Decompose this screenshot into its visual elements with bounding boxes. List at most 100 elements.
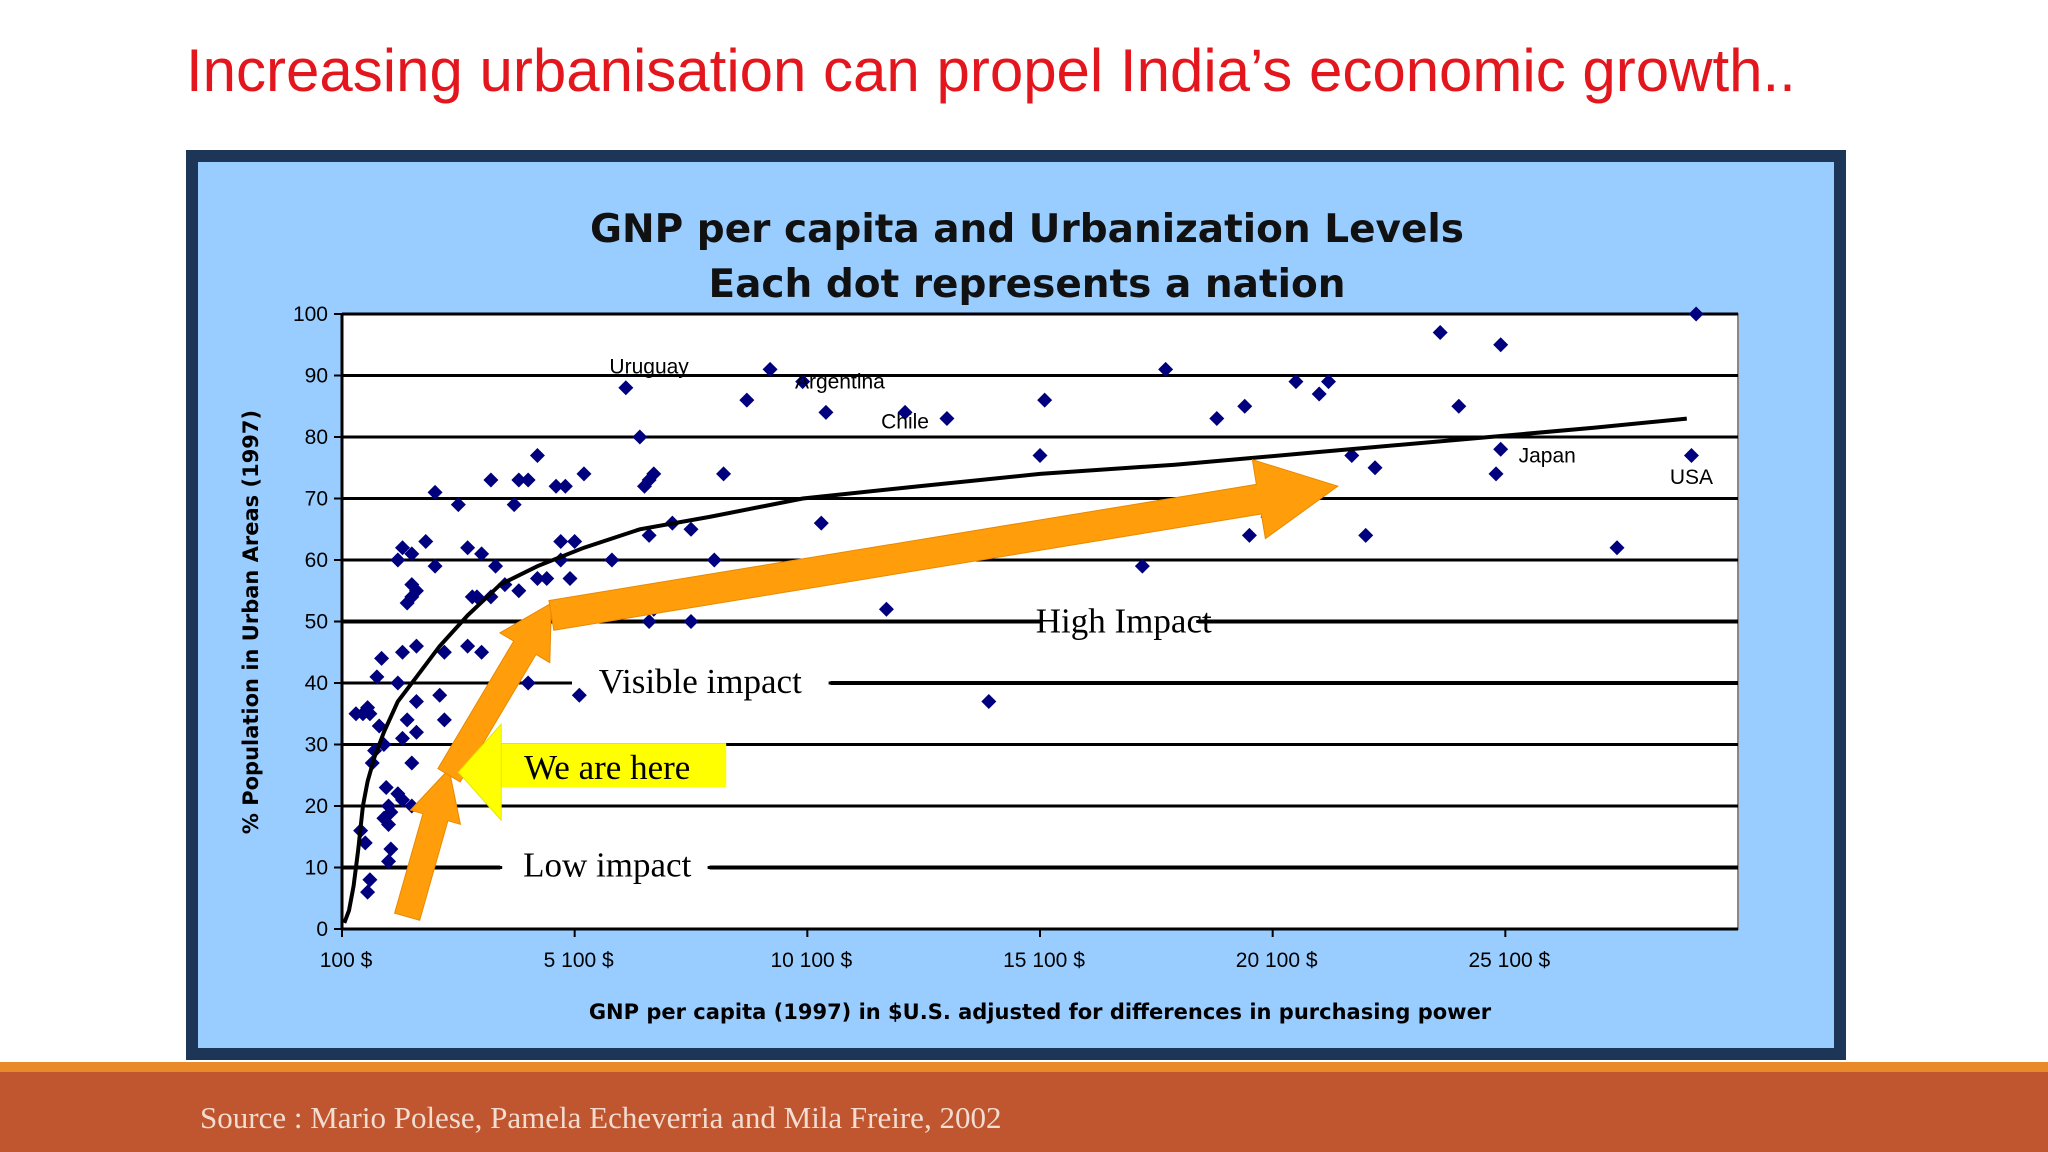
data-point bbox=[683, 614, 699, 629]
chart-title: GNP per capita and Urbanization Levels bbox=[590, 207, 1464, 252]
high-impact-label: High Impact bbox=[1036, 601, 1212, 640]
data-point bbox=[562, 570, 578, 586]
data-point bbox=[483, 472, 499, 488]
data-point bbox=[1451, 398, 1467, 414]
data-point bbox=[1134, 558, 1150, 574]
data-point bbox=[553, 534, 569, 550]
y-tick-label: 30 bbox=[305, 734, 328, 757]
data-point bbox=[381, 853, 397, 869]
data-point bbox=[506, 497, 522, 513]
country-label: Chile bbox=[881, 411, 929, 434]
data-point bbox=[399, 712, 415, 728]
data-point bbox=[646, 466, 662, 482]
data-point bbox=[511, 472, 527, 488]
data-point bbox=[897, 404, 913, 420]
data-point bbox=[939, 411, 955, 427]
data-point bbox=[1241, 527, 1257, 543]
data-point bbox=[1688, 306, 1704, 322]
data-point bbox=[383, 841, 399, 857]
data-point bbox=[1288, 374, 1304, 390]
we-are-here-label: We are here bbox=[524, 748, 690, 787]
data-point bbox=[474, 546, 490, 562]
data-point bbox=[981, 693, 997, 709]
data-point bbox=[1683, 447, 1699, 463]
data-point bbox=[362, 706, 378, 722]
data-point bbox=[576, 466, 592, 482]
data-point bbox=[408, 724, 424, 740]
data-point bbox=[383, 804, 399, 820]
data-point bbox=[1032, 447, 1048, 463]
data-points bbox=[348, 306, 1704, 900]
y-axis-label: % Population in Urban Areas (1997) bbox=[239, 410, 263, 834]
y-tick-label: 100 bbox=[293, 303, 328, 326]
data-point bbox=[1493, 441, 1509, 457]
y-tick-label: 50 bbox=[305, 611, 328, 634]
data-point bbox=[571, 687, 587, 703]
data-point bbox=[450, 497, 466, 513]
data-point bbox=[795, 374, 811, 390]
data-point bbox=[716, 466, 732, 482]
y-tick-label: 90 bbox=[305, 365, 328, 388]
data-point bbox=[432, 687, 448, 703]
data-point bbox=[436, 644, 452, 660]
data-point bbox=[394, 540, 410, 556]
chart-panel: GNP per capita and Urbanization Levels E… bbox=[186, 150, 1846, 1060]
visible-impact-label: Visible impact bbox=[599, 662, 802, 701]
we-are-here-box bbox=[501, 743, 727, 788]
x-tick-label: 15 100 $ bbox=[1003, 949, 1085, 972]
data-point bbox=[1488, 466, 1504, 482]
data-point bbox=[529, 570, 545, 586]
data-point bbox=[1037, 392, 1053, 408]
x-tick-label: 100 $ bbox=[320, 949, 373, 972]
y-tick-label: 40 bbox=[305, 672, 328, 695]
data-point bbox=[404, 755, 420, 771]
x-tick-label: 20 100 $ bbox=[1236, 949, 1318, 972]
data-point bbox=[813, 515, 829, 531]
data-point bbox=[427, 484, 443, 500]
data-point bbox=[394, 792, 410, 808]
y-tick-label: 60 bbox=[305, 549, 328, 572]
growth-arrow bbox=[548, 458, 1339, 631]
data-point bbox=[762, 361, 778, 377]
data-point bbox=[497, 577, 513, 593]
data-point bbox=[1367, 460, 1383, 476]
chart-subtitle: Each dot represents a nation bbox=[708, 262, 1345, 307]
data-point bbox=[618, 380, 634, 396]
x-axis-ticks: 100 $ 5 100 $ 10 100 $ 15 100 $ 20 100 $ 25 1… bbox=[320, 929, 1551, 972]
data-point bbox=[436, 712, 452, 728]
data-point bbox=[460, 540, 476, 556]
data-point bbox=[632, 429, 648, 445]
data-point bbox=[739, 392, 755, 408]
data-point bbox=[1311, 386, 1327, 402]
data-point bbox=[469, 589, 485, 605]
country-labels: Uruguay Argentina Chile Japan USA bbox=[609, 355, 1713, 489]
data-point bbox=[1432, 324, 1448, 340]
we-are-here-pointer bbox=[457, 722, 502, 822]
source-citation: Source : Mario Polese, Pamela Echeverria… bbox=[200, 1100, 1002, 1135]
data-point bbox=[818, 404, 834, 420]
data-point bbox=[520, 675, 536, 691]
data-point bbox=[390, 552, 406, 568]
data-point bbox=[381, 816, 397, 832]
data-point bbox=[520, 472, 536, 488]
data-point bbox=[1609, 540, 1625, 556]
data-point bbox=[404, 546, 420, 562]
scatter-chart: GNP per capita and Urbanization Levels E… bbox=[239, 207, 1739, 1024]
impact-line-gap bbox=[572, 679, 829, 687]
data-point bbox=[567, 534, 583, 550]
data-point bbox=[418, 534, 434, 550]
data-point bbox=[371, 718, 387, 734]
data-point bbox=[706, 552, 722, 568]
data-point bbox=[394, 644, 410, 660]
data-point bbox=[604, 552, 620, 568]
data-point bbox=[1237, 398, 1253, 414]
data-point bbox=[483, 589, 499, 605]
y-tick-label: 10 bbox=[305, 857, 328, 880]
data-point bbox=[683, 521, 699, 537]
data-point bbox=[357, 835, 373, 851]
data-point bbox=[427, 558, 443, 574]
data-point bbox=[529, 447, 545, 463]
x-axis-label: GNP per capita (1997) in $U.S. adjusted … bbox=[589, 1000, 1492, 1024]
slide-title: Increasing urbanisation can propel India… bbox=[186, 37, 1796, 104]
country-label: Japan bbox=[1519, 444, 1576, 467]
